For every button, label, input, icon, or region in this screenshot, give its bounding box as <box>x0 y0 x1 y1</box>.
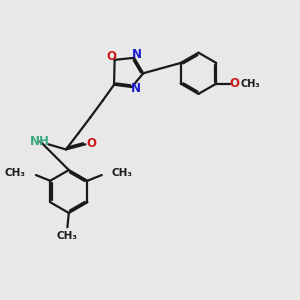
Text: N: N <box>132 48 142 61</box>
Text: CH₃: CH₃ <box>241 79 260 88</box>
Text: O: O <box>230 77 240 90</box>
Text: CH₃: CH₃ <box>5 168 26 178</box>
Text: O: O <box>106 50 116 64</box>
Text: CH₃: CH₃ <box>57 231 78 241</box>
Text: N: N <box>131 82 141 95</box>
Text: NH: NH <box>30 135 50 148</box>
Text: O: O <box>87 136 97 150</box>
Text: CH₃: CH₃ <box>112 168 133 178</box>
